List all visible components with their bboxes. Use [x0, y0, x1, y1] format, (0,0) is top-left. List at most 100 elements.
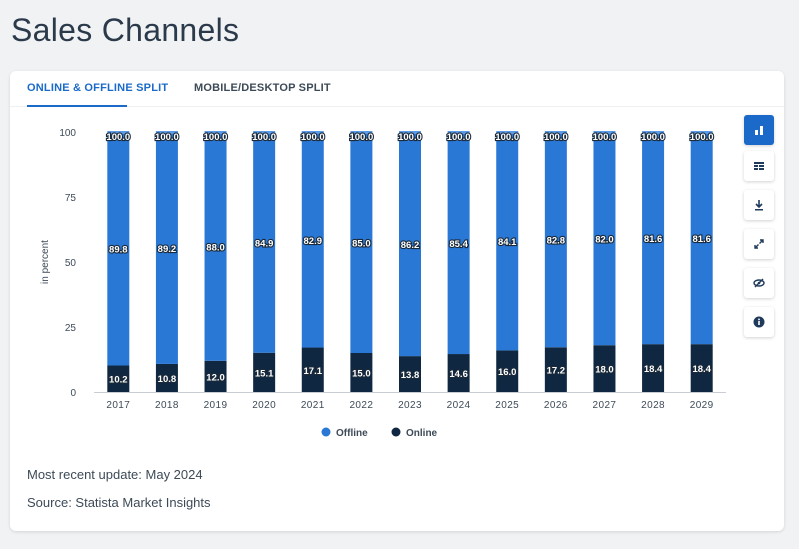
bar-offline	[496, 132, 519, 351]
table-icon[interactable]	[744, 151, 774, 181]
data-label-online: 12.0	[206, 372, 225, 383]
data-label-online: 17.2	[547, 366, 566, 377]
data-label-total: 100.0	[301, 132, 325, 143]
hide-icon[interactable]	[744, 268, 774, 298]
data-label-total: 100.0	[349, 132, 373, 143]
bar-online	[253, 352, 276, 392]
bar-total-cap	[642, 131, 665, 134]
data-label-total: 100.0	[641, 132, 665, 143]
bar-online	[155, 363, 178, 392]
x-tick-label: 2018	[155, 400, 179, 411]
y-tick-label: 0	[70, 388, 76, 399]
bar-chart-icon[interactable]	[744, 115, 774, 145]
data-label-offline: 89.8	[109, 245, 128, 256]
data-label-offline: 82.0	[595, 235, 614, 246]
data-label-offline: 84.1	[498, 237, 517, 248]
bar-offline	[350, 132, 373, 353]
data-label-offline: 88.0	[206, 242, 225, 253]
bar-offline	[107, 132, 130, 366]
x-tick-label: 2022	[349, 400, 373, 411]
data-label-offline: 81.6	[692, 234, 711, 245]
x-tick-label: 2027	[593, 400, 617, 411]
bar-total-cap	[301, 131, 324, 134]
bar-total-cap	[496, 131, 519, 134]
bar-total-cap	[544, 131, 567, 134]
bar-total-cap	[690, 131, 713, 134]
bar-online	[399, 356, 421, 392]
x-tick-label: 2019	[204, 400, 228, 411]
active-tab-indicator	[27, 105, 127, 107]
bar-online	[642, 344, 665, 392]
data-label-total: 100.0	[155, 132, 179, 143]
tab-online-offline-split[interactable]: ONLINE & OFFLINE SPLIT	[27, 82, 169, 94]
x-tick-label: 2025	[495, 400, 519, 411]
bar-offline	[447, 132, 470, 355]
y-tick-label: 25	[65, 323, 77, 334]
bar-total-cap	[155, 131, 178, 134]
bar-online	[496, 350, 519, 392]
bar-online	[690, 344, 713, 392]
tab-mobile-desktop-split[interactable]: MOBILE/DESKTOP SPLIT	[194, 82, 331, 94]
legend-marker	[321, 427, 331, 437]
bar-total-cap	[350, 131, 373, 134]
data-label-online: 14.6	[449, 369, 468, 380]
legend-item[interactable]: Offline	[321, 427, 369, 440]
bar-online	[301, 347, 324, 392]
data-label-offline: 85.4	[449, 239, 468, 250]
bar-total-cap	[593, 131, 616, 134]
data-label-total: 100.0	[106, 132, 130, 143]
data-label-online: 17.1	[304, 366, 323, 377]
bar-online	[593, 345, 616, 392]
bar-online	[447, 354, 470, 392]
x-tick-label: 2029	[690, 400, 714, 411]
data-label-total: 100.0	[252, 132, 276, 143]
fullscreen-icon[interactable]	[744, 229, 774, 259]
legend-label: Offline	[336, 428, 368, 439]
bar-total-cap	[399, 131, 421, 134]
bar-offline	[544, 132, 567, 348]
legend-item[interactable]: Online	[391, 427, 438, 440]
bar-offline	[204, 132, 227, 361]
bars: 10.2 89.8 100.0 10.8 89.2 100.0 12.0 88.0 100.0 1…	[105, 131, 715, 392]
x-tick-label: 2021	[301, 400, 325, 411]
data-label-offline: 86.2	[401, 240, 420, 251]
source-note[interactable]: Source: Statista Market Insights	[27, 495, 211, 510]
data-label-total: 100.0	[398, 132, 422, 143]
y-axis-title: in percent	[40, 240, 51, 284]
download-icon[interactable]	[744, 190, 774, 220]
legend[interactable]: Offline Online	[321, 427, 438, 440]
data-label-online: 10.8	[158, 374, 177, 385]
data-label-total: 100.0	[495, 132, 519, 143]
data-label-offline: 82.8	[547, 236, 566, 247]
bar-offline	[399, 132, 421, 357]
bar-offline	[155, 132, 178, 364]
bar-total-cap	[204, 131, 227, 134]
data-label-offline: 89.2	[158, 244, 177, 255]
data-label-online: 15.0	[352, 369, 371, 380]
update-note: Most recent update: May 2024	[27, 467, 203, 482]
page-title: Sales Channels	[11, 12, 240, 48]
bar-total-cap	[253, 131, 276, 134]
y-axis: 0 25 50 75 100 in percent	[40, 128, 76, 399]
data-label-online: 18.0	[595, 365, 614, 376]
data-label-total: 100.0	[544, 132, 568, 143]
data-label-offline: 84.9	[255, 238, 274, 249]
data-label-total: 100.0	[593, 132, 617, 143]
x-tick-label: 2017	[106, 400, 130, 411]
data-label-offline: 85.0	[352, 239, 371, 250]
bar-offline	[690, 132, 713, 345]
legend-marker	[391, 427, 401, 437]
bar-offline	[253, 132, 276, 353]
y-tick-label: 50	[65, 258, 77, 269]
legend-label: Online	[406, 428, 438, 439]
data-label-online: 10.2	[109, 375, 128, 386]
bar-online	[544, 347, 567, 392]
bar-total-cap	[447, 131, 470, 134]
x-tick-label: 2028	[641, 400, 665, 411]
info-icon[interactable]	[744, 307, 774, 337]
bar-online	[107, 365, 130, 392]
data-label-online: 18.4	[644, 364, 663, 375]
bar-offline	[301, 132, 324, 348]
bar-offline	[593, 132, 616, 346]
x-axis: 2017 2018 2019 2020 2021 2022 2023 2024 2025 2026…	[94, 392, 726, 411]
